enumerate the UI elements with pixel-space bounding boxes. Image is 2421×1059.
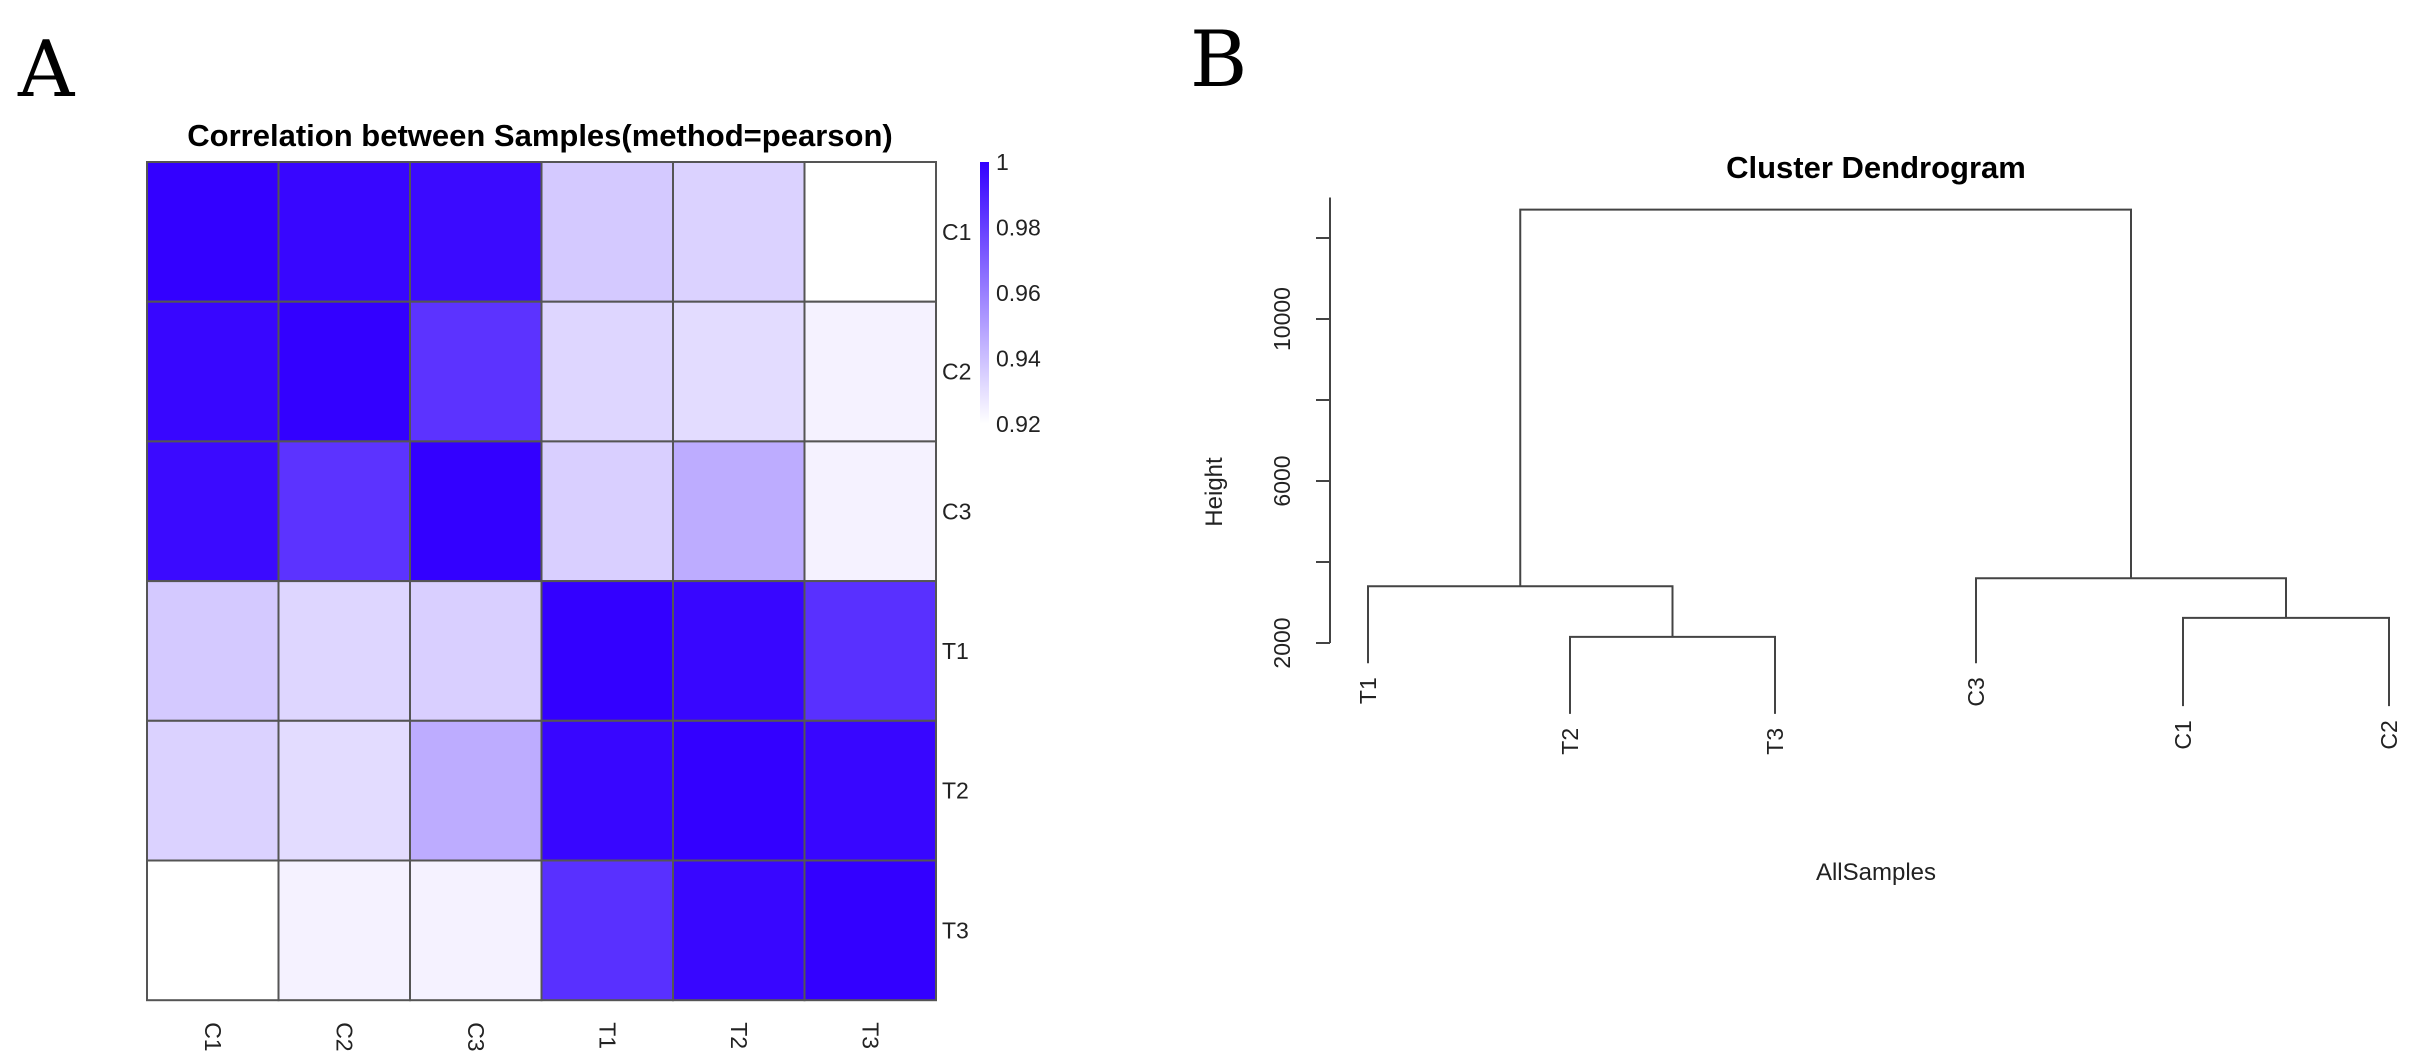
heatmap-cell bbox=[803, 719, 937, 862]
heatmap-cell bbox=[672, 580, 806, 722]
heatmap-cell bbox=[409, 580, 543, 722]
heatmap-col-label: C3 bbox=[463, 1022, 489, 1051]
dendrogram-title: Cluster Dendrogram bbox=[1726, 150, 2026, 185]
heatmap-chart: Correlation between Samples(method=pears… bbox=[146, 118, 1041, 1052]
heatmap-row-label: T3 bbox=[942, 917, 969, 943]
heatmap-cell bbox=[672, 440, 806, 583]
dendrogram-leaf-label: T3 bbox=[1762, 728, 1788, 755]
color-legend-tick: 0.96 bbox=[996, 280, 1041, 306]
heatmap-cell bbox=[277, 859, 411, 1002]
heatmap-row-label: C3 bbox=[942, 498, 971, 524]
dendrogram-xlabel: AllSamples bbox=[1816, 859, 1936, 886]
panel-label-a: A bbox=[17, 25, 76, 115]
heatmap-cell bbox=[540, 859, 674, 1002]
heatmap-col-label: T3 bbox=[857, 1022, 883, 1049]
dendrogram-chart: Cluster Dendrogram AllSamples Height 200… bbox=[1201, 150, 2402, 886]
heatmap-col-label: T1 bbox=[594, 1022, 620, 1049]
heatmap-cell bbox=[277, 580, 411, 722]
heatmap-cell bbox=[146, 300, 280, 443]
color-legend-tick: 0.98 bbox=[996, 215, 1041, 241]
heatmap-cell bbox=[803, 300, 937, 443]
heatmap-cell bbox=[146, 440, 280, 583]
dendrogram-leaf-label: C1 bbox=[2170, 720, 2196, 749]
panel-label-b: B bbox=[1190, 15, 1247, 105]
heatmap-cell bbox=[409, 440, 543, 583]
heatmap-title: Correlation between Samples(method=pears… bbox=[187, 118, 892, 153]
heatmap-cell bbox=[803, 440, 937, 583]
color-legend-bar bbox=[980, 162, 989, 424]
dendrogram-y-tick-label: 6000 bbox=[1269, 455, 1295, 506]
dendrogram-branch bbox=[1975, 577, 2287, 664]
heatmap-cell bbox=[803, 161, 937, 303]
heatmap-cell bbox=[672, 719, 806, 862]
heatmap-cell bbox=[803, 859, 937, 1002]
heatmap-cell bbox=[277, 440, 411, 583]
heatmap-cell bbox=[409, 161, 543, 303]
heatmap-cell bbox=[540, 719, 674, 862]
heatmap-cell bbox=[540, 440, 674, 583]
heatmap-col-label: T2 bbox=[726, 1022, 752, 1049]
heatmap-cell bbox=[409, 719, 543, 862]
heatmap-cell bbox=[277, 161, 411, 303]
heatmap-row-label: C1 bbox=[942, 219, 971, 245]
heatmap-cell bbox=[803, 580, 937, 722]
heatmap-cell bbox=[146, 580, 280, 722]
dendrogram-leaf-label: T2 bbox=[1557, 728, 1583, 755]
heatmap-row-label: C2 bbox=[942, 359, 971, 385]
heatmap-cell bbox=[146, 161, 280, 303]
heatmap-cell bbox=[146, 719, 280, 862]
heatmap-cell bbox=[540, 580, 674, 722]
dendrogram-branch bbox=[2182, 616, 2390, 707]
heatmap-col-label: C2 bbox=[331, 1022, 357, 1051]
dendrogram-leaf-label: T1 bbox=[1355, 677, 1381, 704]
dendrogram-branch bbox=[1519, 208, 2132, 587]
heatmap-cell bbox=[672, 300, 806, 443]
color-legend-tick: 0.94 bbox=[996, 346, 1041, 372]
dendrogram-branch bbox=[1367, 585, 1674, 664]
heatmap-cell bbox=[672, 859, 806, 1002]
dendrogram-ylabel: Height bbox=[1201, 457, 1228, 527]
heatmap-cell bbox=[540, 300, 674, 443]
heatmap-cell bbox=[409, 859, 543, 1002]
dendrogram-branch bbox=[1569, 635, 1776, 714]
color-legend-tick: 0.92 bbox=[996, 411, 1041, 437]
heatmap-cell bbox=[672, 161, 806, 303]
heatmap-col-label: C1 bbox=[200, 1022, 226, 1051]
heatmap-cell bbox=[540, 161, 674, 303]
heatmap-cell bbox=[409, 300, 543, 443]
dendrogram-y-tick-label: 10000 bbox=[1269, 287, 1295, 351]
heatmap-row-label: T1 bbox=[942, 638, 969, 664]
dendrogram-leaf-label: C2 bbox=[2376, 720, 2402, 749]
color-legend-tick: 1 bbox=[996, 149, 1009, 175]
dendrogram-leaf-label: C3 bbox=[1963, 677, 1989, 706]
heatmap-cell bbox=[277, 719, 411, 862]
heatmap-row-label: T2 bbox=[942, 778, 969, 804]
heatmap-cell bbox=[146, 859, 280, 1002]
dendrogram-y-tick-label: 2000 bbox=[1269, 617, 1295, 668]
heatmap-cell bbox=[277, 300, 411, 443]
